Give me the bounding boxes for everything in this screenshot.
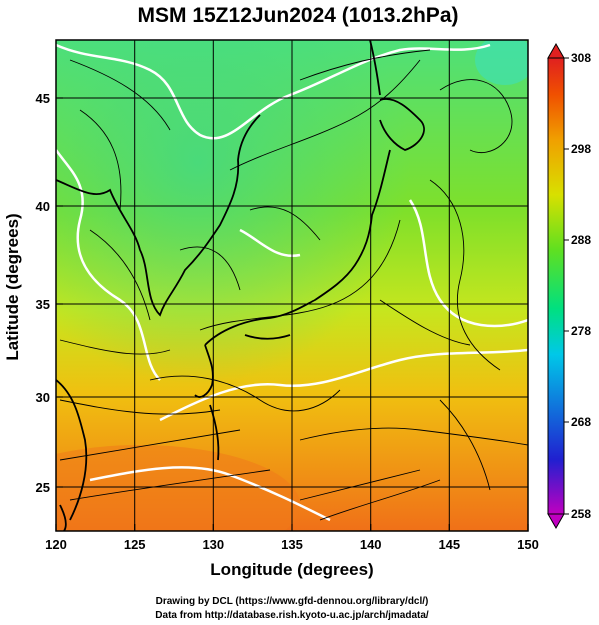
contour-lines bbox=[56, 43, 528, 522]
streamline-3 bbox=[89, 229, 151, 321]
y-axis-label: Latitude (degrees) bbox=[3, 213, 22, 360]
coast-shikoku bbox=[244, 334, 291, 340]
streamline-11 bbox=[299, 49, 431, 81]
streamline-7 bbox=[69, 469, 271, 501]
streamline-8 bbox=[149, 375, 341, 412]
x-tick-label: 150 bbox=[517, 537, 539, 552]
contour-japan-sea bbox=[239, 228, 301, 258]
streamline-12 bbox=[439, 79, 513, 154]
streamline-17 bbox=[319, 479, 441, 521]
streamline-19 bbox=[249, 206, 321, 241]
x-axis: 120 125 130 135 140 145 150 Longitude (d… bbox=[45, 524, 539, 579]
streamline-13 bbox=[429, 179, 501, 371]
streamline-2 bbox=[79, 109, 122, 211]
x-tick-label: 120 bbox=[45, 537, 67, 552]
colorbar-label: 288 bbox=[571, 233, 591, 247]
contour-north bbox=[56, 43, 491, 140]
contour-south bbox=[89, 466, 331, 522]
coast-hokkaido bbox=[379, 98, 425, 151]
x-tick-label: 140 bbox=[360, 537, 382, 552]
map-title: MSM 15Z12Jun2024 (1013.2hPa) bbox=[138, 4, 459, 27]
x-tick-label: 125 bbox=[124, 537, 146, 552]
streamline-20 bbox=[179, 246, 241, 291]
streamline-6 bbox=[59, 429, 241, 461]
colorbar-label: 258 bbox=[571, 507, 591, 521]
graticule bbox=[56, 40, 528, 531]
coast-ryukyu bbox=[209, 404, 220, 461]
x-axis-label: Longitude (degrees) bbox=[210, 560, 373, 579]
y-axis: 25 30 35 40 45 Latitude (degrees) bbox=[3, 91, 63, 495]
x-tick-label: 135 bbox=[281, 537, 303, 552]
colorbar-label: 308 bbox=[571, 51, 591, 65]
streamline-10 bbox=[229, 59, 421, 171]
contour-west bbox=[56, 149, 161, 381]
plot-area bbox=[56, 40, 528, 531]
streamline-5 bbox=[59, 399, 221, 415]
streamline-1 bbox=[69, 59, 171, 131]
streamline-16 bbox=[299, 469, 421, 501]
colorbar: 308 298 288 278 268 258 bbox=[547, 42, 591, 530]
streamline-4 bbox=[59, 339, 171, 355]
warm-region bbox=[56, 445, 300, 531]
streamline-9 bbox=[199, 219, 401, 331]
y-tick-label: 40 bbox=[36, 199, 50, 214]
x-tick-label: 130 bbox=[202, 537, 224, 552]
y-tick-label: 35 bbox=[36, 297, 50, 312]
x-tick-label: 145 bbox=[438, 537, 460, 552]
colorbar-label: 298 bbox=[571, 142, 591, 156]
y-tick-label: 30 bbox=[36, 390, 50, 405]
contour-mid bbox=[159, 348, 528, 422]
streamline-18 bbox=[439, 399, 491, 491]
contour-east bbox=[408, 199, 528, 328]
cool-corner bbox=[475, 40, 528, 85]
credit-drawing: Drawing by DCL (https://www.gfd-dennou.o… bbox=[156, 596, 429, 607]
streamline-15 bbox=[299, 427, 528, 446]
streamline-14 bbox=[379, 299, 471, 346]
y-tick-label: 25 bbox=[36, 480, 50, 495]
coast-taiwan bbox=[59, 504, 67, 531]
colorbar-top-arrow bbox=[547, 42, 565, 59]
colorbar-bottom-arrow bbox=[547, 513, 565, 530]
colorbar-scale bbox=[547, 57, 565, 515]
credit-data: Data from http://database.rish.kyoto-u.a… bbox=[155, 610, 429, 621]
colorbar-label: 268 bbox=[571, 415, 591, 429]
y-tick-label: 45 bbox=[36, 91, 50, 106]
streamlines bbox=[59, 49, 528, 521]
colorbar-label: 278 bbox=[571, 324, 591, 338]
coast-korea-china bbox=[56, 114, 261, 317]
